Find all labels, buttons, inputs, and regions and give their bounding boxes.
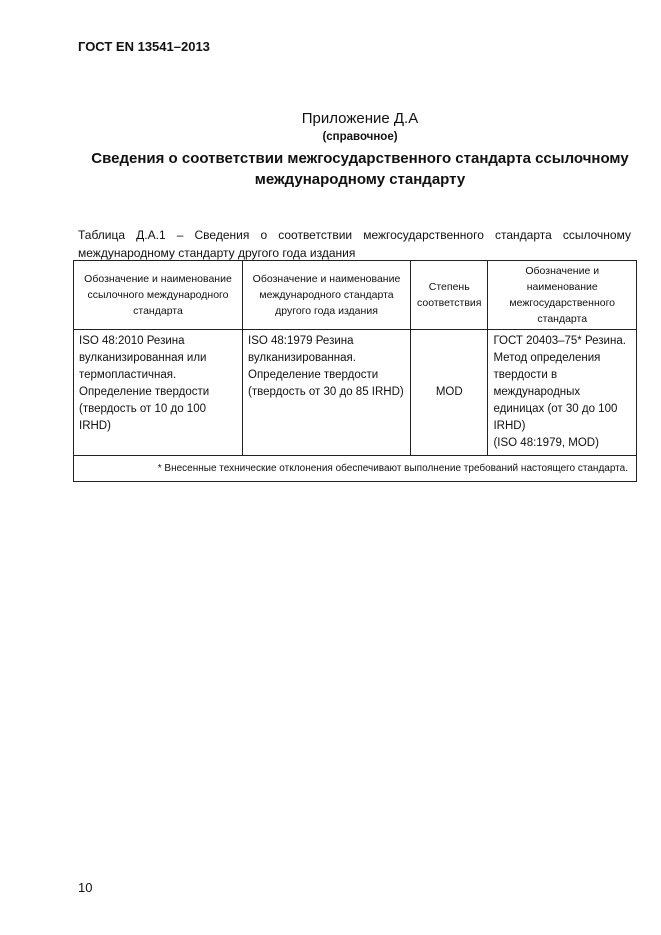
- document-header: ГОСТ EN 13541–2013: [78, 39, 210, 54]
- page-number: 10: [78, 880, 93, 895]
- appendix-title: Приложение Д.А: [301, 110, 419, 127]
- degree-cell: MOD: [409, 329, 489, 456]
- reference-standard-cell: ISO 48:2010 Резина вулканизированная или…: [73, 329, 243, 456]
- footnote-row: * Внесенные технические отклонения обесп…: [73, 455, 637, 482]
- table-footnote: * Внесенные технические отклонения обесп…: [73, 455, 637, 482]
- other-year-standard-cell: ISO 48:1979 Резина вулканизированная. Оп…: [242, 329, 411, 456]
- interstate-standard-cell: ГОСТ 20403–75* Резина. Метод определения…: [487, 329, 637, 456]
- column-header: Обозначение и наименование межгосударств…: [487, 260, 637, 330]
- column-header: Обозначение и наименование ссылочного ме…: [73, 260, 243, 330]
- correspondence-table: Обозначение и наименование ссылочного ме…: [73, 260, 637, 482]
- column-header: Обозначение и наименование международног…: [242, 260, 411, 330]
- table-header-row: Обозначение и наименование ссылочного ме…: [73, 260, 637, 330]
- table-caption: Таблица Д.А.1 – Сведения о соответствии …: [78, 228, 631, 260]
- appendix-heading: Сведения о соответствии межгосударственн…: [91, 150, 629, 188]
- appendix-type: (справочное): [322, 131, 398, 143]
- table-row: ISO 48:2010 Резина вулканизированная или…: [73, 329, 637, 456]
- column-header: Степень соответствия: [409, 260, 489, 330]
